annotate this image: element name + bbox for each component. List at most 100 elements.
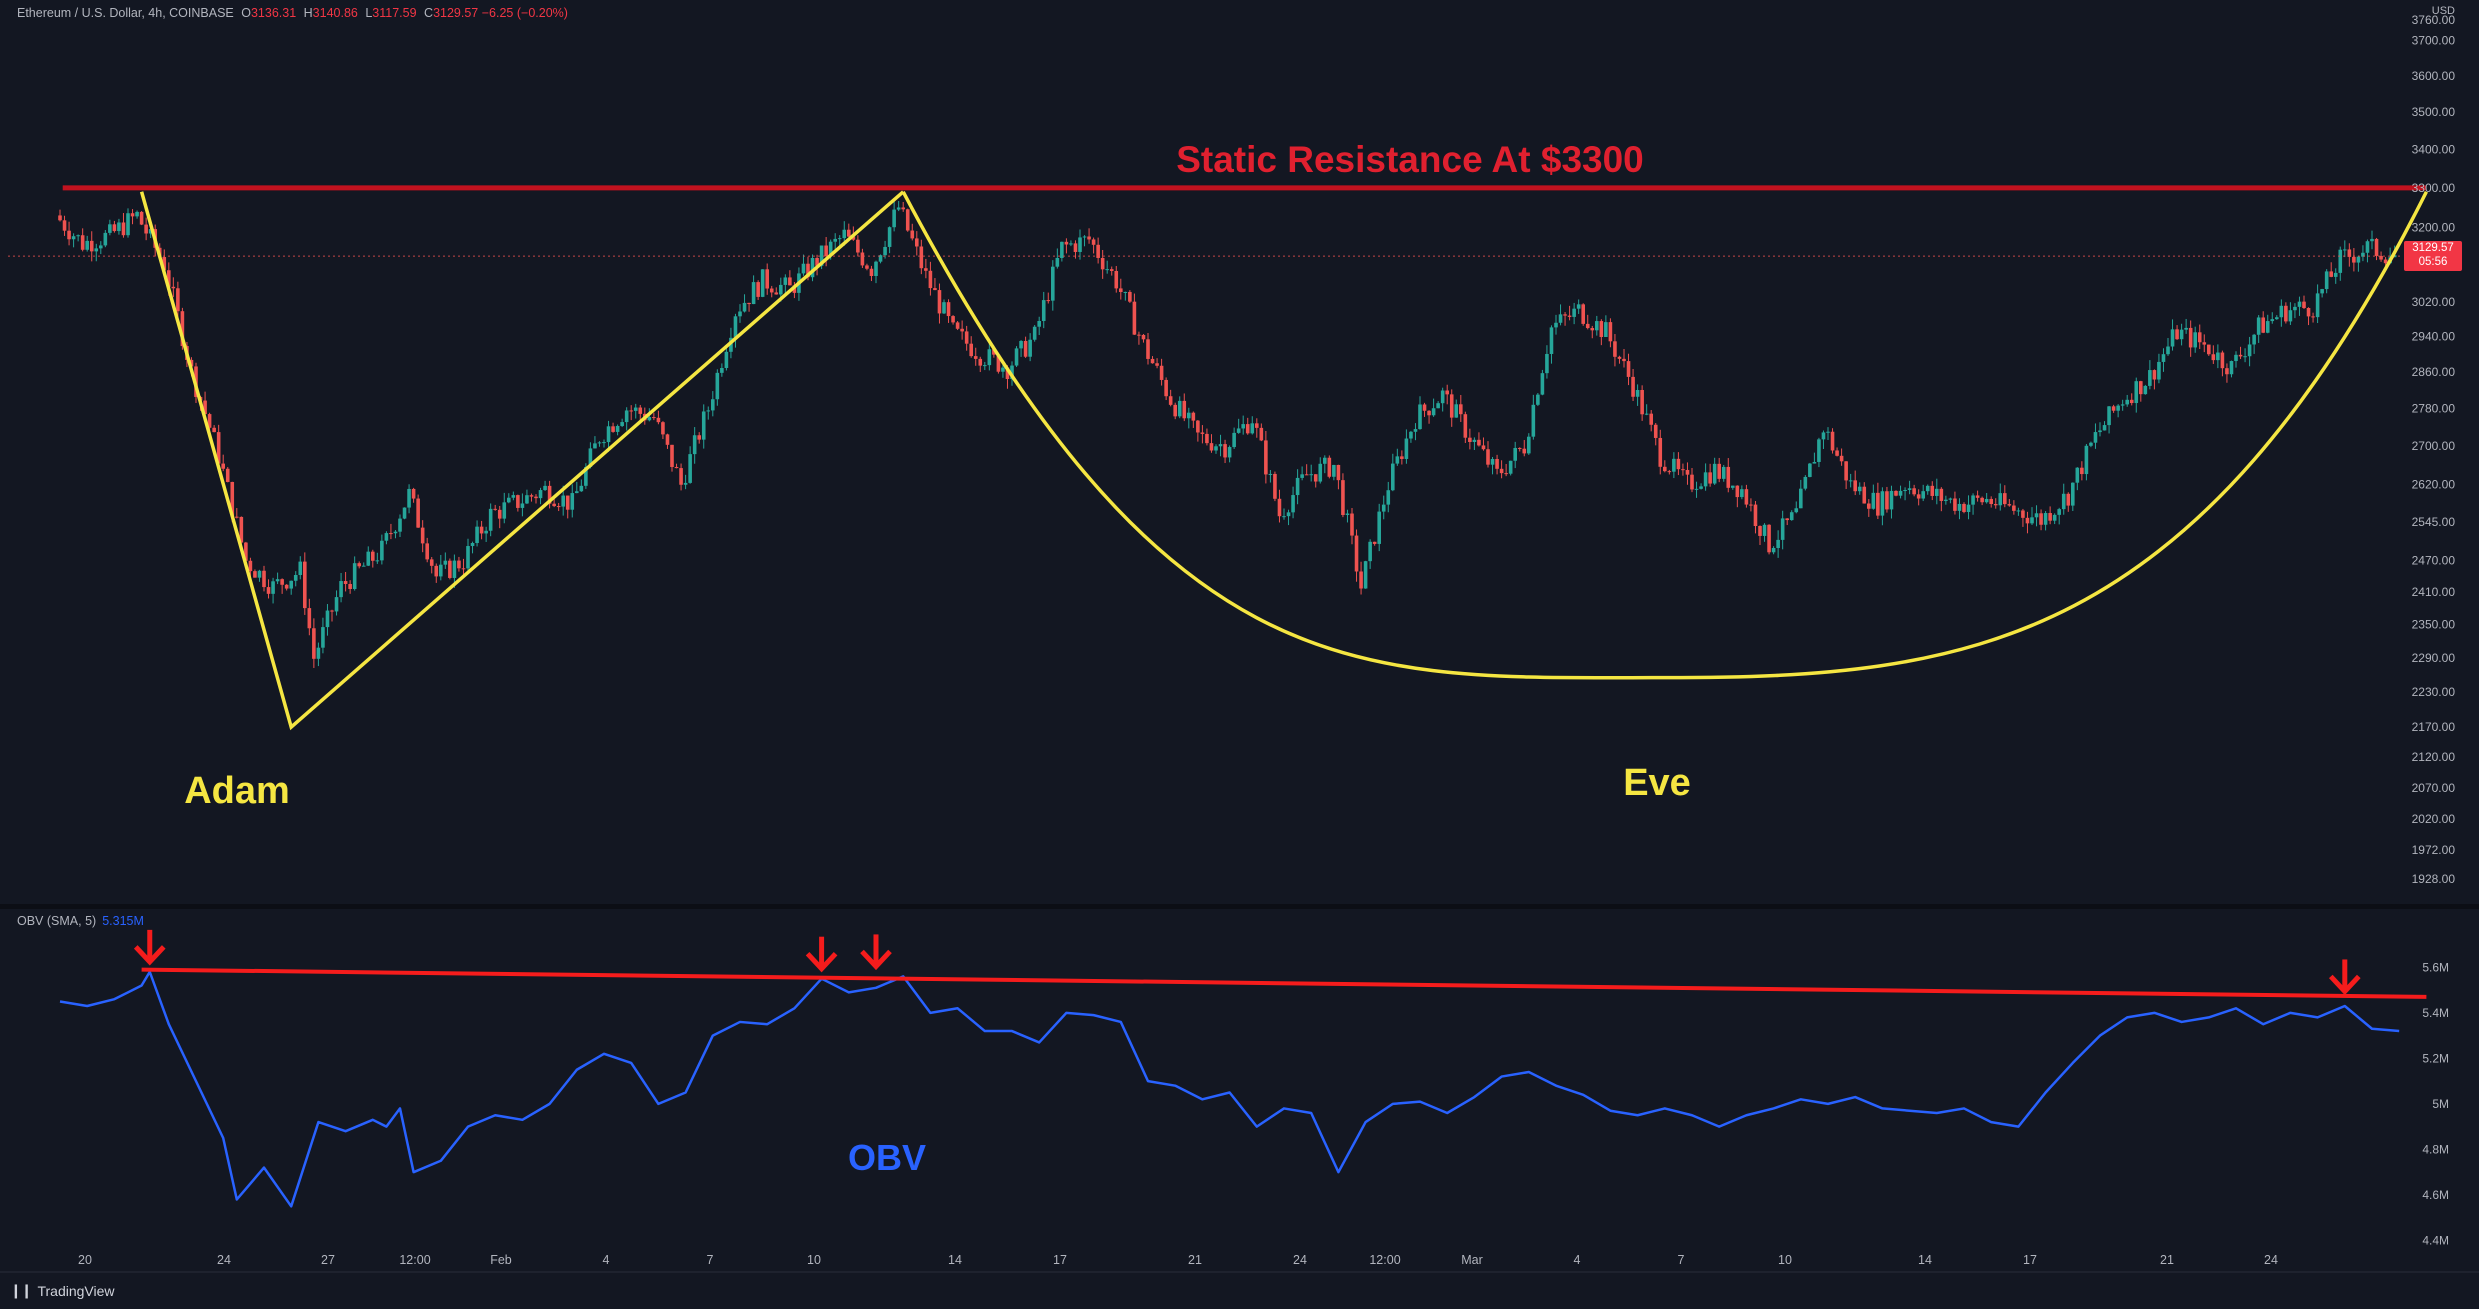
candle-down	[357, 563, 361, 567]
high-label: H	[303, 6, 313, 20]
candle-down	[58, 215, 62, 221]
candle-down	[1359, 571, 1363, 589]
candle-down	[448, 560, 452, 578]
candle-down	[1599, 321, 1604, 337]
candle-up	[1880, 491, 1885, 516]
candle-up	[874, 261, 878, 277]
candle-down	[1585, 323, 1590, 329]
candle-up	[801, 263, 806, 274]
candle-up	[1227, 447, 1232, 458]
candle-down	[1667, 471, 1672, 473]
candle-up	[321, 627, 325, 648]
candle-down	[67, 230, 71, 240]
candle-down	[1173, 404, 1177, 417]
candle-up	[1821, 432, 1826, 440]
time-tick-label: 14	[948, 1253, 962, 1267]
candle-up	[561, 495, 565, 507]
candle-down	[239, 516, 244, 543]
candle-up	[1363, 561, 1368, 589]
candle-down	[1962, 503, 1966, 513]
candle-down	[425, 543, 429, 560]
candle-up	[1957, 503, 1962, 511]
candle-up	[466, 546, 470, 569]
candle-up	[361, 565, 366, 567]
candle-down	[1744, 489, 1749, 505]
candle-down	[1273, 473, 1277, 499]
candle-down	[1209, 443, 1214, 451]
candle-up	[71, 236, 76, 240]
candle-up	[720, 368, 724, 373]
candle-down	[493, 508, 497, 510]
candle-up	[1712, 463, 1717, 484]
candle-up	[470, 543, 475, 547]
tradingview-logo-icon: ❙❙	[10, 1282, 32, 1298]
candle-down	[144, 224, 148, 234]
candle-up	[1218, 444, 1223, 447]
candle-up	[1721, 466, 1726, 479]
footer-branding[interactable]: ❙❙ TradingView	[10, 1282, 115, 1299]
candle-up	[2265, 321, 2270, 333]
candle-down	[189, 359, 194, 367]
candle-up	[94, 248, 99, 252]
candle-up	[1817, 439, 1821, 462]
close-value: 3129.57	[433, 6, 479, 20]
candle-up	[2030, 517, 2034, 524]
candle-down	[203, 400, 207, 415]
candle-up	[103, 232, 108, 246]
obv-trendline[interactable]	[141, 967, 2427, 999]
open-label: O	[241, 6, 251, 20]
candle-up	[1282, 516, 1286, 518]
candle-up	[742, 302, 747, 312]
eve-pattern-curve[interactable]	[901, 190, 2428, 680]
candle-down	[307, 608, 312, 629]
candle-up	[783, 277, 788, 285]
candle-down	[1223, 444, 1227, 458]
candle-down	[167, 270, 171, 287]
candle-down	[303, 561, 307, 609]
grid	[0, 904, 2479, 1273]
obv-tick-label: 4.8M	[2422, 1142, 2449, 1156]
candle-up	[1187, 412, 1191, 419]
candle-up	[407, 488, 411, 508]
candle-down	[2012, 505, 2016, 511]
candle-up	[135, 211, 139, 217]
candle-up	[257, 570, 262, 578]
candle-up	[1935, 488, 1939, 496]
price-tick-label: 2940.00	[2412, 329, 2456, 343]
price-tick-label: 2410.00	[2412, 585, 2456, 599]
candle-up	[1332, 464, 1336, 477]
price-tick-label: 3600.00	[2412, 69, 2456, 83]
candle-up	[729, 337, 733, 352]
candle-up	[1903, 489, 1907, 491]
candle-down	[1894, 490, 1898, 496]
candle-up	[1527, 436, 1531, 454]
candle-up	[2071, 482, 2075, 506]
candle-up	[439, 564, 443, 577]
candle-up	[833, 238, 837, 242]
adam-pattern-line[interactable]	[139, 190, 905, 731]
candle-down	[371, 551, 375, 561]
candle-down	[1350, 513, 1354, 536]
candle-up	[402, 507, 407, 519]
candle-down	[960, 328, 964, 332]
candle-down	[1445, 390, 1449, 395]
candle-down	[1930, 485, 1935, 496]
candle-down	[652, 417, 656, 419]
candle-down	[1132, 301, 1137, 335]
candle-down	[2025, 517, 2030, 524]
candle-down	[2302, 301, 2306, 309]
candle-down	[2207, 344, 2211, 355]
pane-divider[interactable]	[0, 904, 2479, 909]
candle-down	[747, 302, 751, 305]
candle-down	[1912, 488, 1916, 495]
candle-up	[584, 467, 588, 486]
time-tick-label: 24	[2264, 1253, 2278, 1267]
candle-up	[633, 407, 638, 411]
candle-down	[180, 311, 185, 347]
candle-down	[244, 542, 248, 561]
candle-down	[2261, 317, 2265, 333]
candle-down	[869, 268, 874, 277]
candle-up	[1944, 499, 1948, 501]
candle-down	[516, 495, 520, 508]
